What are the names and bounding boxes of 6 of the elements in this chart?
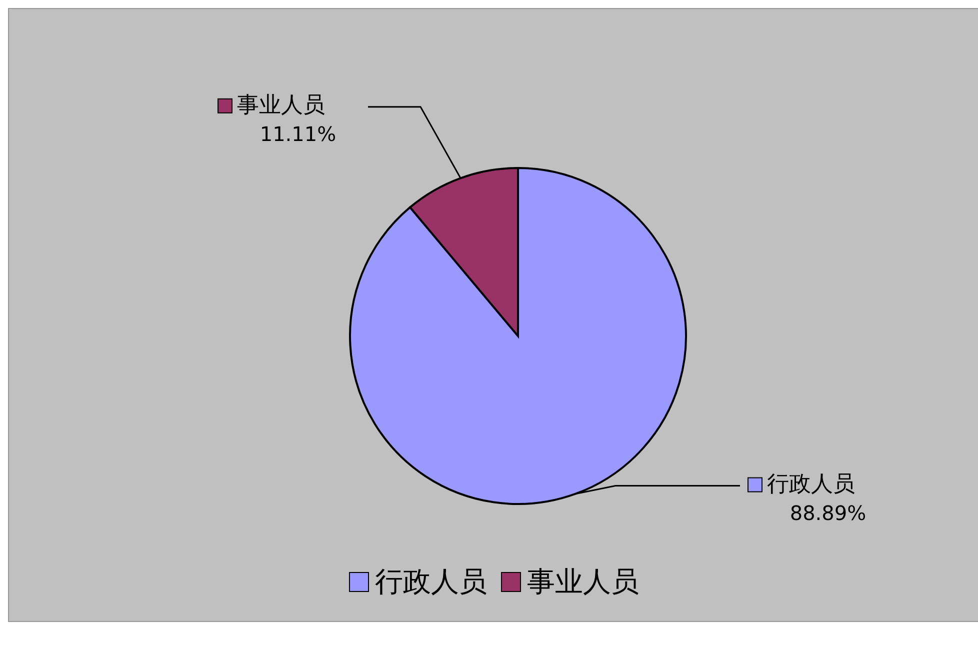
data-label: 11.11% [260, 122, 336, 146]
data-label: 88.89% [790, 500, 866, 525]
category-label: 行政人员 [767, 472, 855, 497]
category-label: 事业人员 [527, 565, 639, 598]
legend-label: 行政人员 [375, 564, 487, 600]
legend-label: 事业人员 [237, 92, 325, 118]
